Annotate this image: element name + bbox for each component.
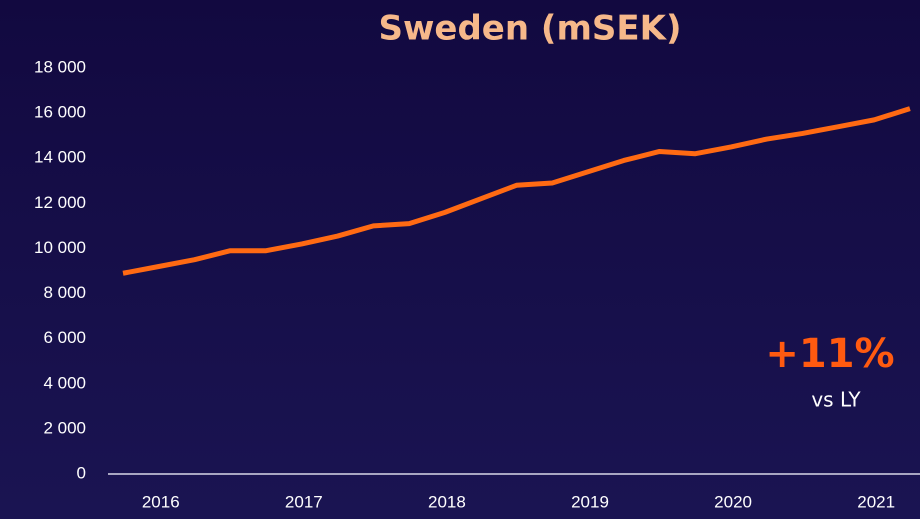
x-tick-label: 2018 [428, 492, 466, 511]
y-tick-label: 12 000 [34, 193, 86, 212]
y-tick-label: 2 000 [43, 418, 86, 437]
x-tick-label: 2021 [857, 492, 895, 511]
y-tick-label: 0 [77, 463, 86, 482]
annotation-value: +11% [765, 331, 894, 377]
annotation-label: vs LY [811, 388, 861, 412]
y-tick-label: 8 000 [43, 283, 86, 302]
y-tick-label: 6 000 [43, 328, 86, 347]
series-line [122, 106, 911, 276]
x-tick-label: 2016 [142, 492, 180, 511]
chart-title: Sweden (mSEK) [379, 9, 682, 49]
x-tick-label: 2019 [571, 492, 609, 511]
y-tick-label: 14 000 [34, 148, 86, 167]
y-tick-label: 4 000 [43, 373, 86, 392]
y-tick-label: 10 000 [34, 238, 86, 257]
y-tick-label: 18 000 [34, 57, 86, 76]
x-tick-label: 2017 [285, 492, 323, 511]
x-tick-label: 2020 [714, 492, 752, 511]
y-tick-label: 16 000 [34, 103, 86, 122]
